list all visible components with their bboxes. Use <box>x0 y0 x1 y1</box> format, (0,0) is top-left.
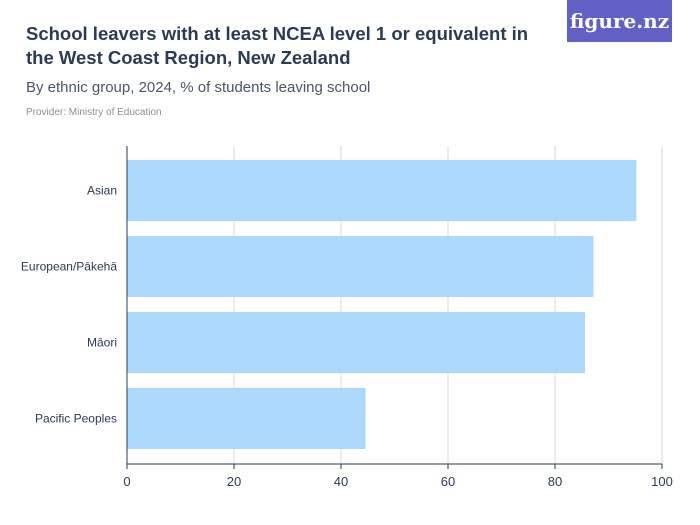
bars <box>127 160 637 449</box>
x-tick-label: 0 <box>123 474 130 489</box>
logo-text: figure.nz <box>569 9 670 33</box>
x-tick-label: 100 <box>651 474 673 489</box>
category-label: Asian <box>87 184 117 198</box>
provider-credit: Provider: Ministry of Education <box>26 107 162 118</box>
category-labels: Asian European/Pākehā Māori Pacific Peoples <box>21 184 117 426</box>
bar[interactable] <box>127 312 585 373</box>
category-label: European/Pākehā <box>21 260 117 274</box>
x-tick-label: 60 <box>441 474 455 489</box>
x-tick-label: 40 <box>334 474 348 489</box>
x-axis: 0 20 40 60 80 100 <box>123 146 673 489</box>
x-tick-label: 20 <box>227 474 241 489</box>
bar[interactable] <box>127 160 637 221</box>
chart-title: School leavers with at least NCEA level … <box>26 23 529 68</box>
chart-subtitle: By ethnic group, 2024, % of students lea… <box>26 79 371 96</box>
category-label: Pacific Peoples <box>35 412 117 426</box>
figure-nz-logo[interactable]: figure.nz <box>567 0 672 42</box>
bar[interactable] <box>127 236 594 297</box>
bar[interactable] <box>127 388 366 449</box>
x-tick-label: 80 <box>548 474 562 489</box>
category-label: Māori <box>87 336 117 350</box>
